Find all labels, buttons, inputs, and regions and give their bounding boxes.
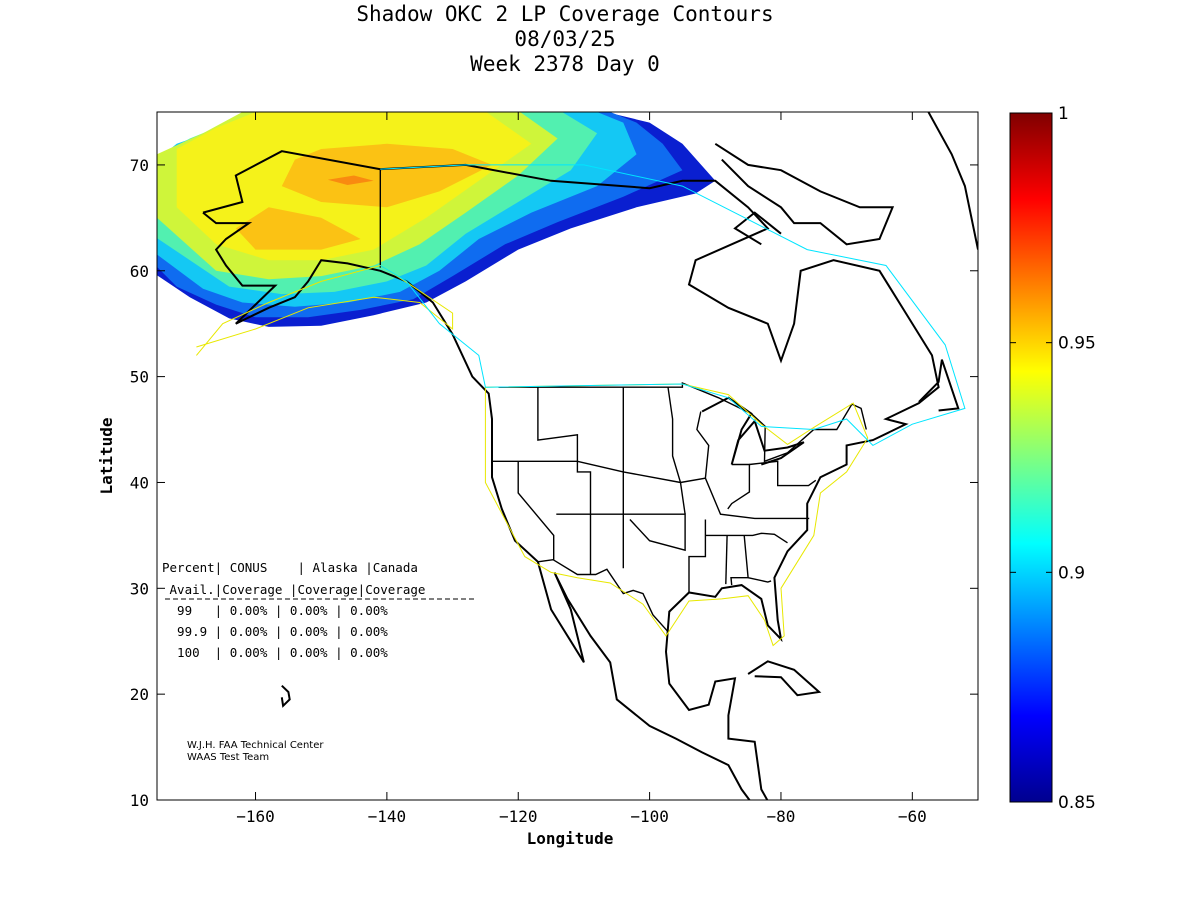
service-regions	[196, 164, 966, 647]
table-row: 100 | 0.00% | 0.00% | 0.00%	[162, 645, 388, 660]
x-axis-label: Longitude	[527, 829, 614, 848]
state-border	[556, 513, 686, 552]
y-tick-label: 40	[130, 473, 149, 492]
state-border	[705, 532, 788, 544]
y-axis-label: Latitude	[97, 417, 116, 494]
chart-week-day: Week 2378 Day 0	[470, 52, 660, 76]
y-tick-label: 20	[130, 685, 149, 704]
cuba	[747, 660, 822, 697]
plot-frame	[156, 111, 979, 801]
y-tick-label: 50	[130, 368, 149, 387]
great-lakes	[701, 396, 805, 466]
state-border	[517, 461, 555, 560]
alaska-region	[196, 264, 454, 356]
baffin-island	[714, 142, 895, 246]
state-border	[537, 558, 669, 633]
table-row: 99.9 | 0.00% | 0.00% | 0.00%	[162, 624, 388, 639]
axis-ticks: −160 −140 −120 −100 −80 −60 10 20 30 40 50 60 70	[130, 112, 978, 826]
coverage-contours	[157, 112, 716, 327]
x-tick-label: −140	[368, 807, 407, 826]
state-border	[537, 387, 592, 575]
colorbar-tick-label: 0.9	[1058, 563, 1085, 583]
x-tick-label: −160	[236, 807, 275, 826]
x-tick-label: −100	[630, 807, 669, 826]
coverage-table: Percent| CONUS | Alaska |Canada Avail.|C…	[162, 560, 476, 660]
y-tick-label: 70	[130, 156, 149, 175]
coastlines	[202, 112, 978, 800]
table-header-2: Avail.|Coverage |Coverage|Coverage	[162, 582, 425, 597]
state-border	[667, 387, 686, 515]
y-tick-label: 60	[130, 262, 149, 281]
y-tick-label: 30	[130, 579, 149, 598]
table-row: 99 | 0.00% | 0.00% | 0.00%	[162, 603, 388, 618]
state-border	[696, 411, 710, 479]
credit-line-1: W.J.H. FAA Technical Center	[187, 740, 324, 751]
colorbar-tick-label: 1	[1058, 104, 1069, 124]
y-tick-label: 10	[130, 791, 149, 810]
colorbar-tick-label: 0.95	[1058, 334, 1096, 354]
hawaii	[280, 684, 291, 708]
colorbar-tick-label: 0.85	[1058, 793, 1096, 813]
x-tick-label: −60	[898, 807, 927, 826]
x-tick-label: −120	[499, 807, 538, 826]
chart-date: 08/03/25	[514, 27, 616, 51]
chart-title: Shadow OKC 2 LP Coverage Contours	[356, 2, 774, 26]
state-border	[747, 577, 772, 583]
credit-line-2: WAAS Test Team	[187, 752, 269, 763]
state-border	[492, 460, 810, 520]
newfoundland	[918, 359, 960, 412]
state-border	[749, 460, 817, 487]
contour-level-0.96	[235, 207, 361, 250]
conus-region	[484, 383, 869, 647]
state-border	[727, 463, 751, 510]
colorbar	[1009, 112, 1053, 803]
table-header-1: Percent| CONUS | Alaska |Canada	[162, 560, 418, 575]
state-border	[498, 381, 867, 463]
state-border	[725, 535, 728, 585]
contour-level-0.97	[327, 175, 374, 185]
state-border	[688, 519, 707, 593]
contour-level-0.96	[281, 143, 492, 208]
greenland-coast	[927, 112, 978, 250]
hudson-islands	[733, 211, 782, 246]
canada-region	[380, 164, 966, 447]
colorbar-ticks: 0.85 0.9 0.95 1	[1010, 104, 1096, 813]
state-border	[730, 535, 749, 586]
x-tick-label: −80	[767, 807, 796, 826]
